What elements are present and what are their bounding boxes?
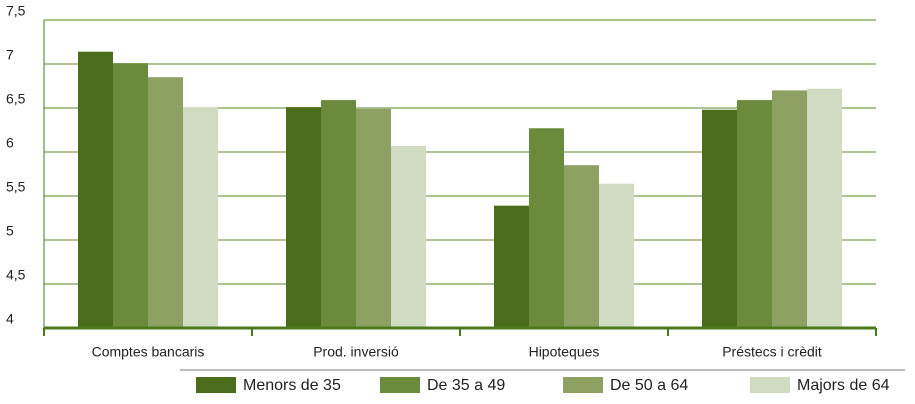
y-tick-label: 7 [6, 47, 14, 63]
y-tick-label: 4,5 [6, 267, 26, 283]
bar [737, 100, 772, 328]
legend-label: Menors de 35 [243, 377, 341, 394]
x-tick-label: Préstecs i crèdit [722, 344, 822, 360]
bar [702, 109, 737, 328]
x-tick-label: Comptes bancaris [92, 344, 205, 360]
legend-label: De 35 a 49 [427, 377, 505, 394]
legend-swatch [750, 377, 790, 393]
bar [391, 145, 426, 328]
bar [113, 63, 148, 329]
bar [286, 107, 321, 329]
y-tick-label: 6,5 [6, 91, 26, 107]
y-tick-label: 5 [6, 223, 14, 239]
bar [148, 77, 183, 328]
legend-label: Majors de 64 [797, 377, 890, 394]
bar [772, 90, 807, 329]
bar [356, 108, 391, 328]
y-tick-label: 5,5 [6, 179, 26, 195]
bar [564, 165, 599, 328]
bar [321, 100, 356, 328]
bar [599, 183, 634, 328]
legend-swatch [380, 377, 420, 393]
y-tick-label: 7,5 [6, 3, 26, 19]
bar [807, 88, 842, 328]
y-tick-label: 4 [6, 311, 14, 327]
x-tick-label: Prod. inversió [313, 344, 399, 360]
legend-swatch [196, 377, 236, 393]
x-tick-label: Hipoteques [529, 344, 600, 360]
bar [183, 107, 218, 329]
bar [494, 205, 529, 328]
bar [78, 51, 113, 329]
y-tick-label: 6 [6, 135, 14, 151]
legend-label: De 50 a 64 [610, 377, 688, 394]
legend-swatch [563, 377, 603, 393]
bar [529, 128, 564, 328]
